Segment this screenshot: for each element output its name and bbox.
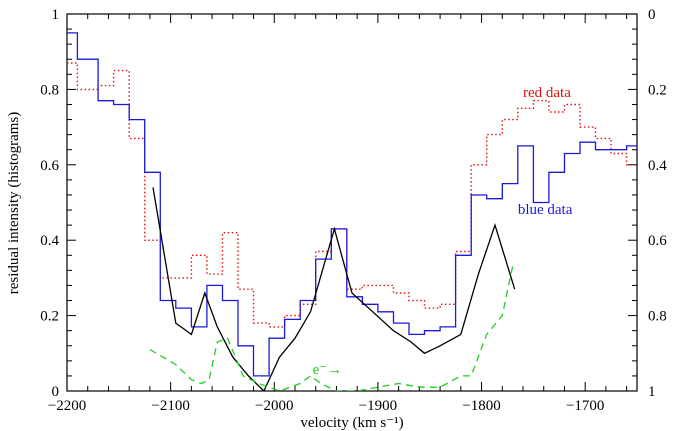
y-tick-label: 1 xyxy=(52,7,60,23)
y2-tick-label: 0.4 xyxy=(648,158,667,174)
y-tick-label: 0.4 xyxy=(40,233,59,249)
x-axis-title: velocity (km s⁻¹) xyxy=(300,415,403,431)
y-axis-title: residual intensity (histograms) xyxy=(6,112,22,294)
y-tick-label: 0.6 xyxy=(40,158,59,174)
x-tick-label: −1800 xyxy=(462,398,500,414)
x-axis: −2200 −2100 −2000 −1900 −1800 −1700 xyxy=(48,14,628,414)
annotation-label: e⁻→ xyxy=(313,362,343,378)
y-tick-label: 0 xyxy=(52,384,60,400)
x-tick-label: −2000 xyxy=(255,398,293,414)
x-tick-label: −1900 xyxy=(359,398,397,414)
annotations: red data blue data e⁻→ xyxy=(313,85,573,378)
x-tick-label: −1700 xyxy=(566,398,604,414)
series-black-model xyxy=(152,187,516,391)
y2-tick-label: 0.2 xyxy=(648,82,667,98)
annotation-label: red data xyxy=(523,85,571,101)
y-tick-label: 0.8 xyxy=(40,82,59,98)
y-tick-label: 0.2 xyxy=(40,309,59,325)
y2-tick-label: 1 xyxy=(648,384,656,400)
series-layer xyxy=(67,32,637,391)
y-axis-left: 0 0.2 0.4 0.6 0.8 1 xyxy=(40,7,76,400)
series-blue-data xyxy=(67,32,637,377)
y2-tick-label: 0.6 xyxy=(648,233,667,249)
y2-tick-label: 0.8 xyxy=(648,309,667,325)
y-axis-right: 0 0.2 0.4 0.6 0.8 1 xyxy=(628,7,667,400)
series-red-data xyxy=(67,62,637,328)
x-tick-label: −2100 xyxy=(151,398,189,414)
annotation-label: blue data xyxy=(518,202,573,218)
series-e xyxy=(149,266,514,391)
x-tick-label: −2200 xyxy=(48,398,86,414)
y2-tick-label: 0 xyxy=(648,7,656,23)
